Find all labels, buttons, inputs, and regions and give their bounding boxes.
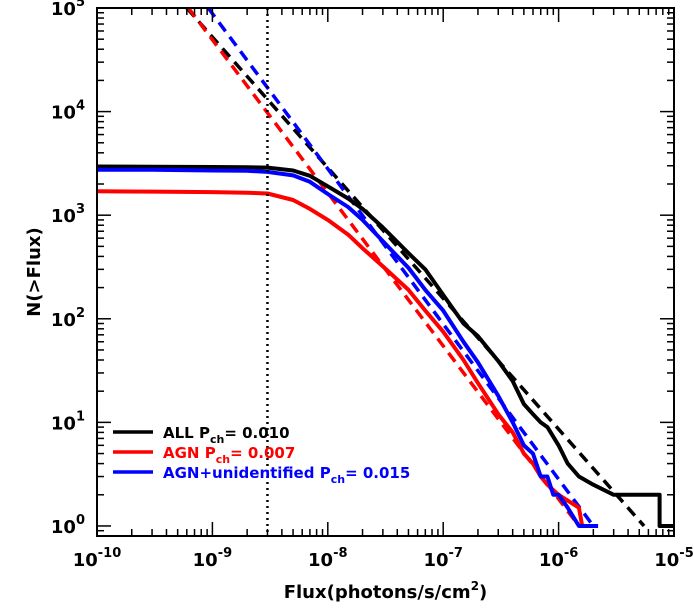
y-tick-exponent: 0	[76, 513, 85, 528]
x-tick-exponent: -10	[98, 546, 122, 561]
x-tick-exponent: -9	[218, 546, 232, 561]
y-tick-label: 104	[51, 99, 85, 124]
x-tick-base: 10	[73, 550, 98, 571]
plot-frame	[96, 7, 675, 537]
legend-label: ALL Pch= 0.010	[163, 424, 290, 446]
y-tick-exponent: 1	[76, 409, 85, 424]
y-tick-label: 100	[51, 513, 85, 538]
x-tick-exponent: -6	[564, 546, 578, 561]
legend-value: = 0.007	[230, 444, 295, 462]
y-tick-base: 10	[51, 103, 76, 124]
y-tick-base: 10	[51, 413, 76, 434]
legend-value: = 0.015	[345, 464, 410, 482]
y-tick-base: 10	[51, 0, 76, 20]
legend-label: AGN Pch= 0.007	[163, 444, 295, 466]
data-series	[97, 164, 674, 528]
axis-ticks	[96, 7, 675, 537]
legend-subscript: ch	[216, 453, 230, 466]
y-tick-label: 101	[51, 409, 85, 434]
y-axis-label: N(>Flux)	[24, 227, 45, 317]
x-tick-label: 10-9	[193, 546, 233, 571]
x-tick-exponent: -7	[449, 546, 463, 561]
legend-subscript: ch	[331, 473, 345, 486]
legend-name: AGN P	[163, 444, 216, 462]
x-tick-exponent: -5	[679, 546, 693, 561]
legend-value: = 0.010	[224, 424, 289, 442]
y-tick-exponent: 4	[76, 99, 85, 114]
x-tick-label: 10-6	[539, 546, 579, 571]
y-tick-exponent: 3	[76, 202, 85, 217]
legend-subscript: ch	[210, 433, 224, 446]
x-axis-label-main: Flux(photons/s/cm	[284, 582, 471, 603]
y-tick-exponent: 2	[76, 306, 85, 321]
x-tick-exponent: -8	[333, 546, 347, 561]
x-tick-base: 10	[423, 550, 448, 571]
x-tick-label: 10-10	[73, 546, 122, 571]
x-tick-label: 10-8	[308, 546, 348, 571]
x-axis-label-superscript: 2	[471, 579, 479, 593]
x-tick-label: 10-5	[654, 546, 694, 571]
x-tick-base: 10	[193, 550, 218, 571]
x-tick-base: 10	[654, 550, 679, 571]
fit-line-0	[185, 8, 646, 528]
x-axis-label: Flux(photons/s/cm2)	[284, 579, 488, 603]
y-tick-label: 105	[51, 0, 85, 20]
x-axis-label-tail: )	[479, 582, 487, 603]
series-line-agn-unidentified	[97, 167, 599, 528]
y-tick-label: 102	[51, 306, 85, 331]
y-tick-base: 10	[51, 310, 76, 331]
x-tick-base: 10	[539, 550, 564, 571]
legend-name: ALL P	[163, 424, 210, 442]
x-tick-base: 10	[308, 550, 333, 571]
legend-name: AGN+unidentified P	[163, 464, 331, 482]
y-tick-label: 103	[51, 202, 85, 227]
x-tick-label: 10-7	[423, 546, 463, 571]
y-tick-base: 10	[51, 517, 76, 538]
y-tick-exponent: 5	[76, 0, 85, 10]
legend-label: AGN+unidentified Pch= 0.015	[163, 464, 410, 486]
x-tick-labels: 10-10 10-9 10-8 10-7 10-6 10-5	[73, 546, 694, 571]
series-line-all	[97, 164, 674, 528]
y-tick-base: 10	[51, 206, 76, 227]
